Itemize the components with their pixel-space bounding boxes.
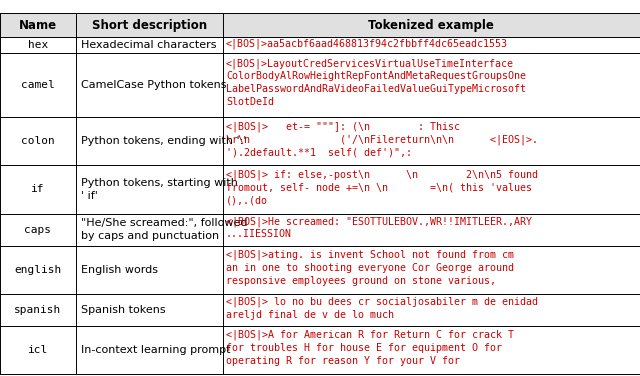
Text: <|BOS|>A for American R for Return C for crack T
for troubles H for house E for : <|BOS|>A for American R for Return C for…: [226, 330, 514, 366]
Text: Tokenized example: Tokenized example: [369, 18, 494, 32]
Text: "He/She screamed:", followed
by caps and punctuation: "He/She screamed:", followed by caps and…: [81, 218, 247, 241]
Text: Short description: Short description: [92, 18, 207, 32]
Text: Python tokens, starting with
' if': Python tokens, starting with ' if': [81, 178, 237, 201]
Bar: [0, 246, 640, 294]
Text: icl: icl: [28, 345, 48, 355]
Text: caps: caps: [24, 224, 51, 235]
Text: <|BOS|>He screamed: "ESOTTULEBOV.,WR!!IMITLEER.,ARY
...IIESSION: <|BOS|>He screamed: "ESOTTULEBOV.,WR!!IM…: [226, 216, 532, 240]
Text: <|BOS|>   et-= """]: (\n        : Thisc
\r\n               ('/\nFilereturn\n\n  : <|BOS|> et-= """]: (\n : Thisc \r\n ('/\…: [226, 121, 538, 158]
Text: Hexadecimal characters: Hexadecimal characters: [81, 40, 216, 50]
Bar: [0, 53, 640, 117]
Text: spanish: spanish: [14, 305, 61, 315]
Text: <|BOS|>ating. is invent School not found from cm
an in one to shooting everyone : <|BOS|>ating. is invent School not found…: [226, 250, 514, 286]
Text: Python tokens, ending with ':': Python tokens, ending with ':': [81, 136, 246, 146]
Text: Name: Name: [19, 18, 57, 32]
Text: <|BOS|>LayoutCredServicesVirtualUseTimeInterface
ColorBodyAlRowHeightRepFontAndM: <|BOS|>LayoutCredServicesVirtualUseTimeI…: [226, 58, 526, 107]
Bar: [0, 326, 640, 374]
Text: english: english: [14, 265, 61, 275]
Bar: [0, 214, 640, 246]
Text: <|BOS|> if: else,-post\n      \n        2\n\n5 found
fromout, self- node +=\n \n: <|BOS|> if: else,-post\n \n 2\n\n5 found…: [226, 169, 538, 205]
Text: if: if: [31, 184, 45, 194]
Text: In-context learning prompt: In-context learning prompt: [81, 345, 230, 355]
Text: camel: camel: [21, 80, 54, 90]
Text: <|BOS|> lo no bu dees cr socialjosabiler m de enidad
areljd final de v de lo muc: <|BOS|> lo no bu dees cr socialjosabiler…: [226, 296, 538, 320]
Text: CamelCase Python tokens: CamelCase Python tokens: [81, 80, 226, 90]
Text: <|BOS|>aa5acbf6aad468813f94c2fbbff4dc65eadc1553: <|BOS|>aa5acbf6aad468813f94c2fbbff4dc65e…: [226, 38, 508, 49]
Bar: [0, 13, 640, 37]
Text: hex: hex: [28, 40, 48, 50]
Text: English words: English words: [81, 265, 157, 275]
Text: colon: colon: [21, 136, 54, 146]
Bar: [0, 165, 640, 214]
Bar: [0, 294, 640, 326]
Text: Spanish tokens: Spanish tokens: [81, 305, 165, 315]
Bar: [0, 117, 640, 165]
Bar: [0, 37, 640, 53]
